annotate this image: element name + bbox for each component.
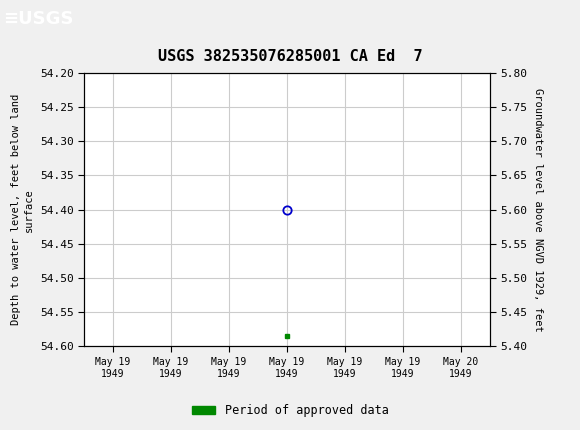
Y-axis label: Depth to water level, feet below land
surface: Depth to water level, feet below land su… xyxy=(11,94,34,325)
Y-axis label: Groundwater level above NGVD 1929, feet: Groundwater level above NGVD 1929, feet xyxy=(533,88,543,332)
Text: USGS 382535076285001 CA Ed  7: USGS 382535076285001 CA Ed 7 xyxy=(158,49,422,64)
Text: ≡USGS: ≡USGS xyxy=(3,10,74,28)
Legend: Period of approved data: Period of approved data xyxy=(187,399,393,422)
